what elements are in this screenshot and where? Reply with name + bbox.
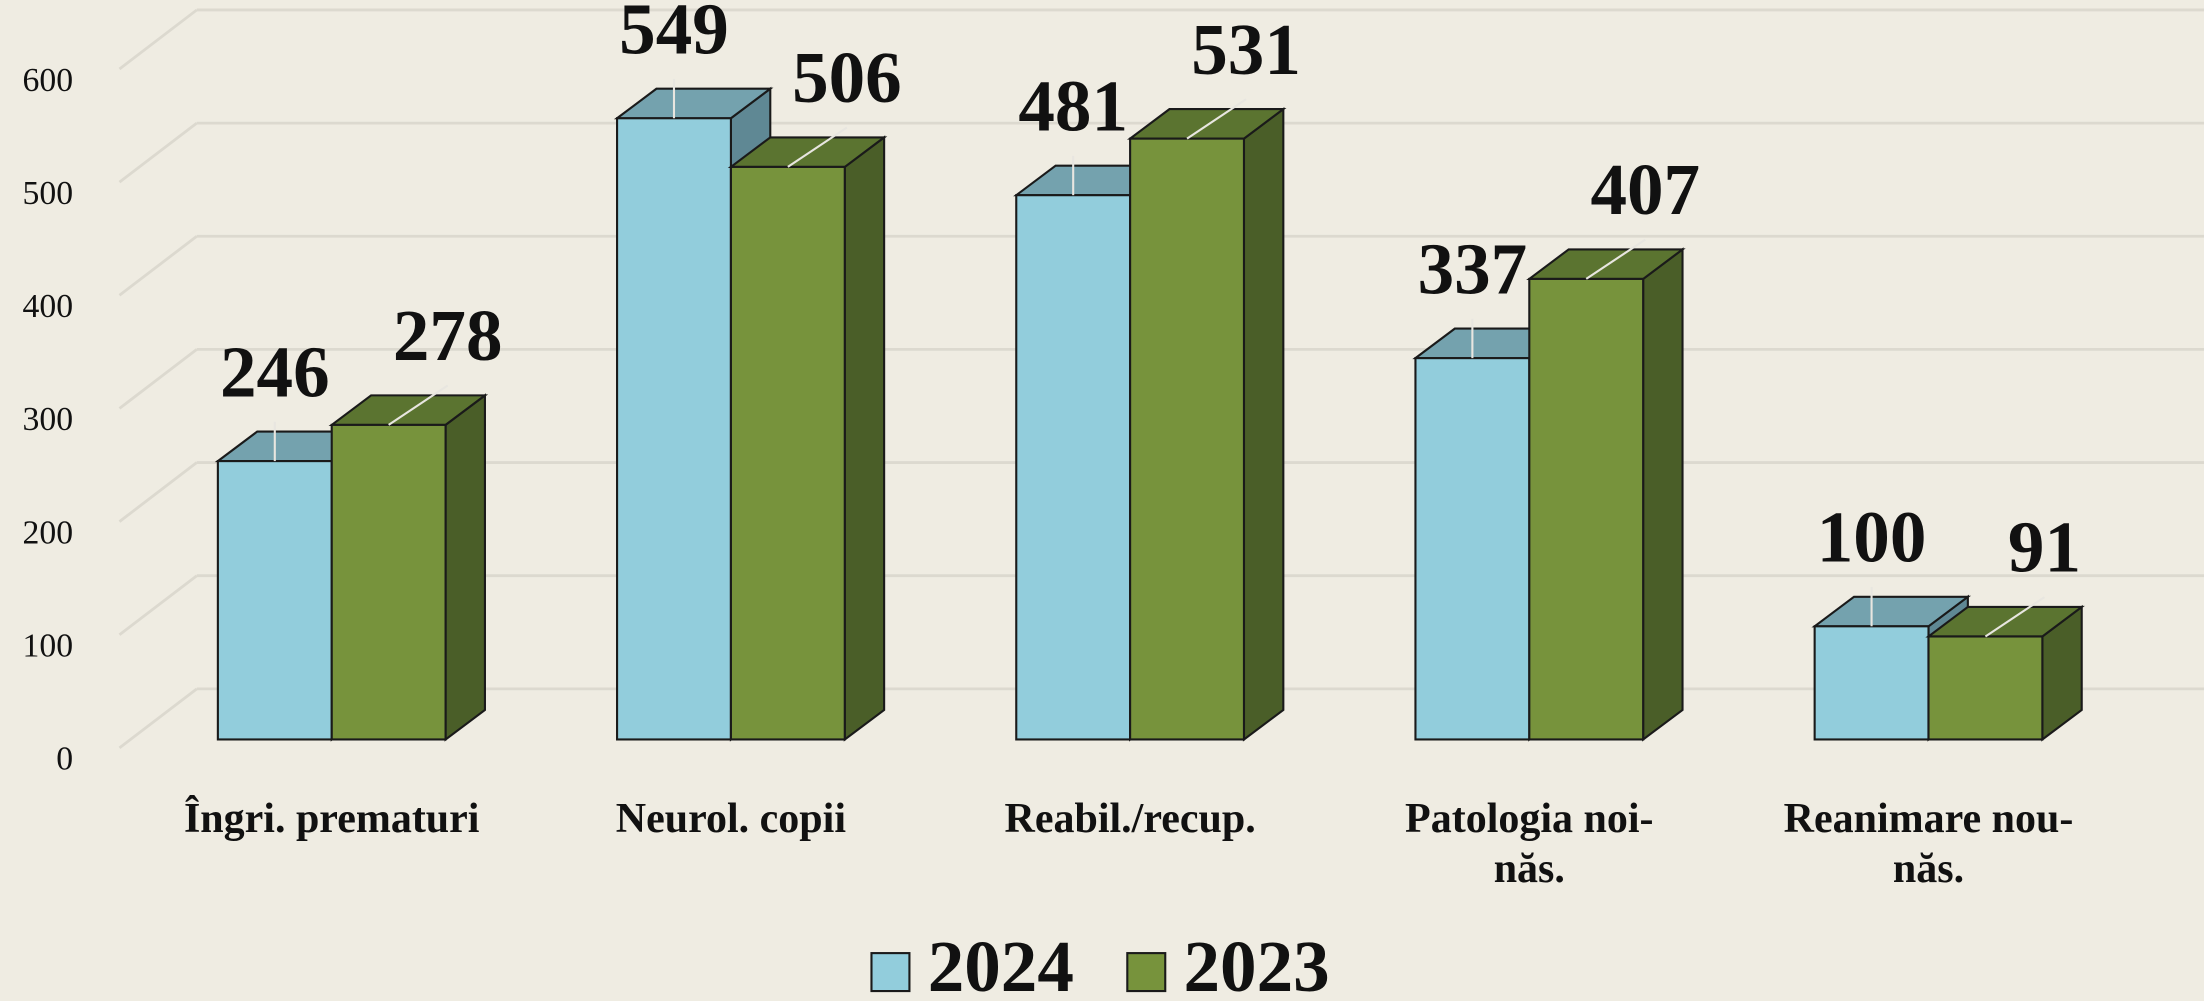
bar — [330, 423, 447, 741]
grid-line-side — [118, 8, 198, 71]
grid-line-side — [118, 687, 198, 750]
x-tick-label: Îngri. prematuri — [183, 796, 480, 843]
bar — [1528, 277, 1645, 741]
legend-label: 2024 — [928, 926, 1074, 1001]
x-tick-label: Reanimare nou- năs. — [1783, 796, 2074, 893]
data-label: 278 — [393, 295, 503, 376]
bar — [1129, 137, 1246, 741]
bar-side — [1642, 247, 1684, 742]
bar-side — [1242, 106, 1285, 742]
grid-line-side — [118, 461, 198, 523]
data-label: 91 — [2008, 507, 2081, 588]
bar — [1015, 194, 1132, 741]
leader-line — [1585, 238, 1646, 280]
bar-side — [444, 393, 486, 742]
bar — [616, 117, 732, 741]
data-label: 549 — [619, 0, 729, 70]
bar — [729, 165, 846, 741]
legend-label: 2023 — [1184, 926, 1330, 1001]
data-label: 337 — [1418, 228, 1528, 309]
bar-side — [843, 135, 886, 742]
y-tick-label: 300 — [23, 401, 74, 438]
grid-line-side — [118, 348, 198, 410]
data-label: 481 — [1018, 65, 1128, 146]
data-label: 506 — [792, 37, 902, 118]
leader-line — [1186, 98, 1247, 140]
x-tick-label: Reabil./recup. — [1004, 796, 1256, 843]
leader-line — [787, 126, 848, 168]
leader-line — [388, 384, 449, 426]
y-tick-label: 600 — [23, 62, 74, 99]
data-label: 100 — [1817, 497, 1927, 578]
legend-swatch — [870, 952, 911, 993]
data-label: 531 — [1191, 9, 1301, 90]
legend-swatch — [1126, 952, 1167, 993]
y-tick-label: 200 — [23, 514, 74, 551]
leader-line — [1984, 596, 2046, 638]
data-label: 246 — [220, 331, 330, 412]
y-tick-label: 500 — [23, 175, 74, 212]
bar — [1813, 625, 1930, 741]
x-tick-label: Neurol. copii — [615, 796, 847, 843]
grid-line-side — [118, 121, 198, 184]
y-tick-label: 100 — [23, 628, 74, 665]
bar — [1927, 635, 2044, 741]
y-tick-label: 0 — [56, 741, 73, 778]
grid-line-side — [118, 235, 198, 297]
bar — [1414, 357, 1531, 741]
y-tick-label: 400 — [23, 288, 74, 325]
grid-line-side — [118, 574, 198, 636]
data-label: 407 — [1590, 149, 1700, 230]
x-tick-label: Patologia noi- năs. — [1405, 796, 1654, 893]
bar — [216, 460, 333, 741]
